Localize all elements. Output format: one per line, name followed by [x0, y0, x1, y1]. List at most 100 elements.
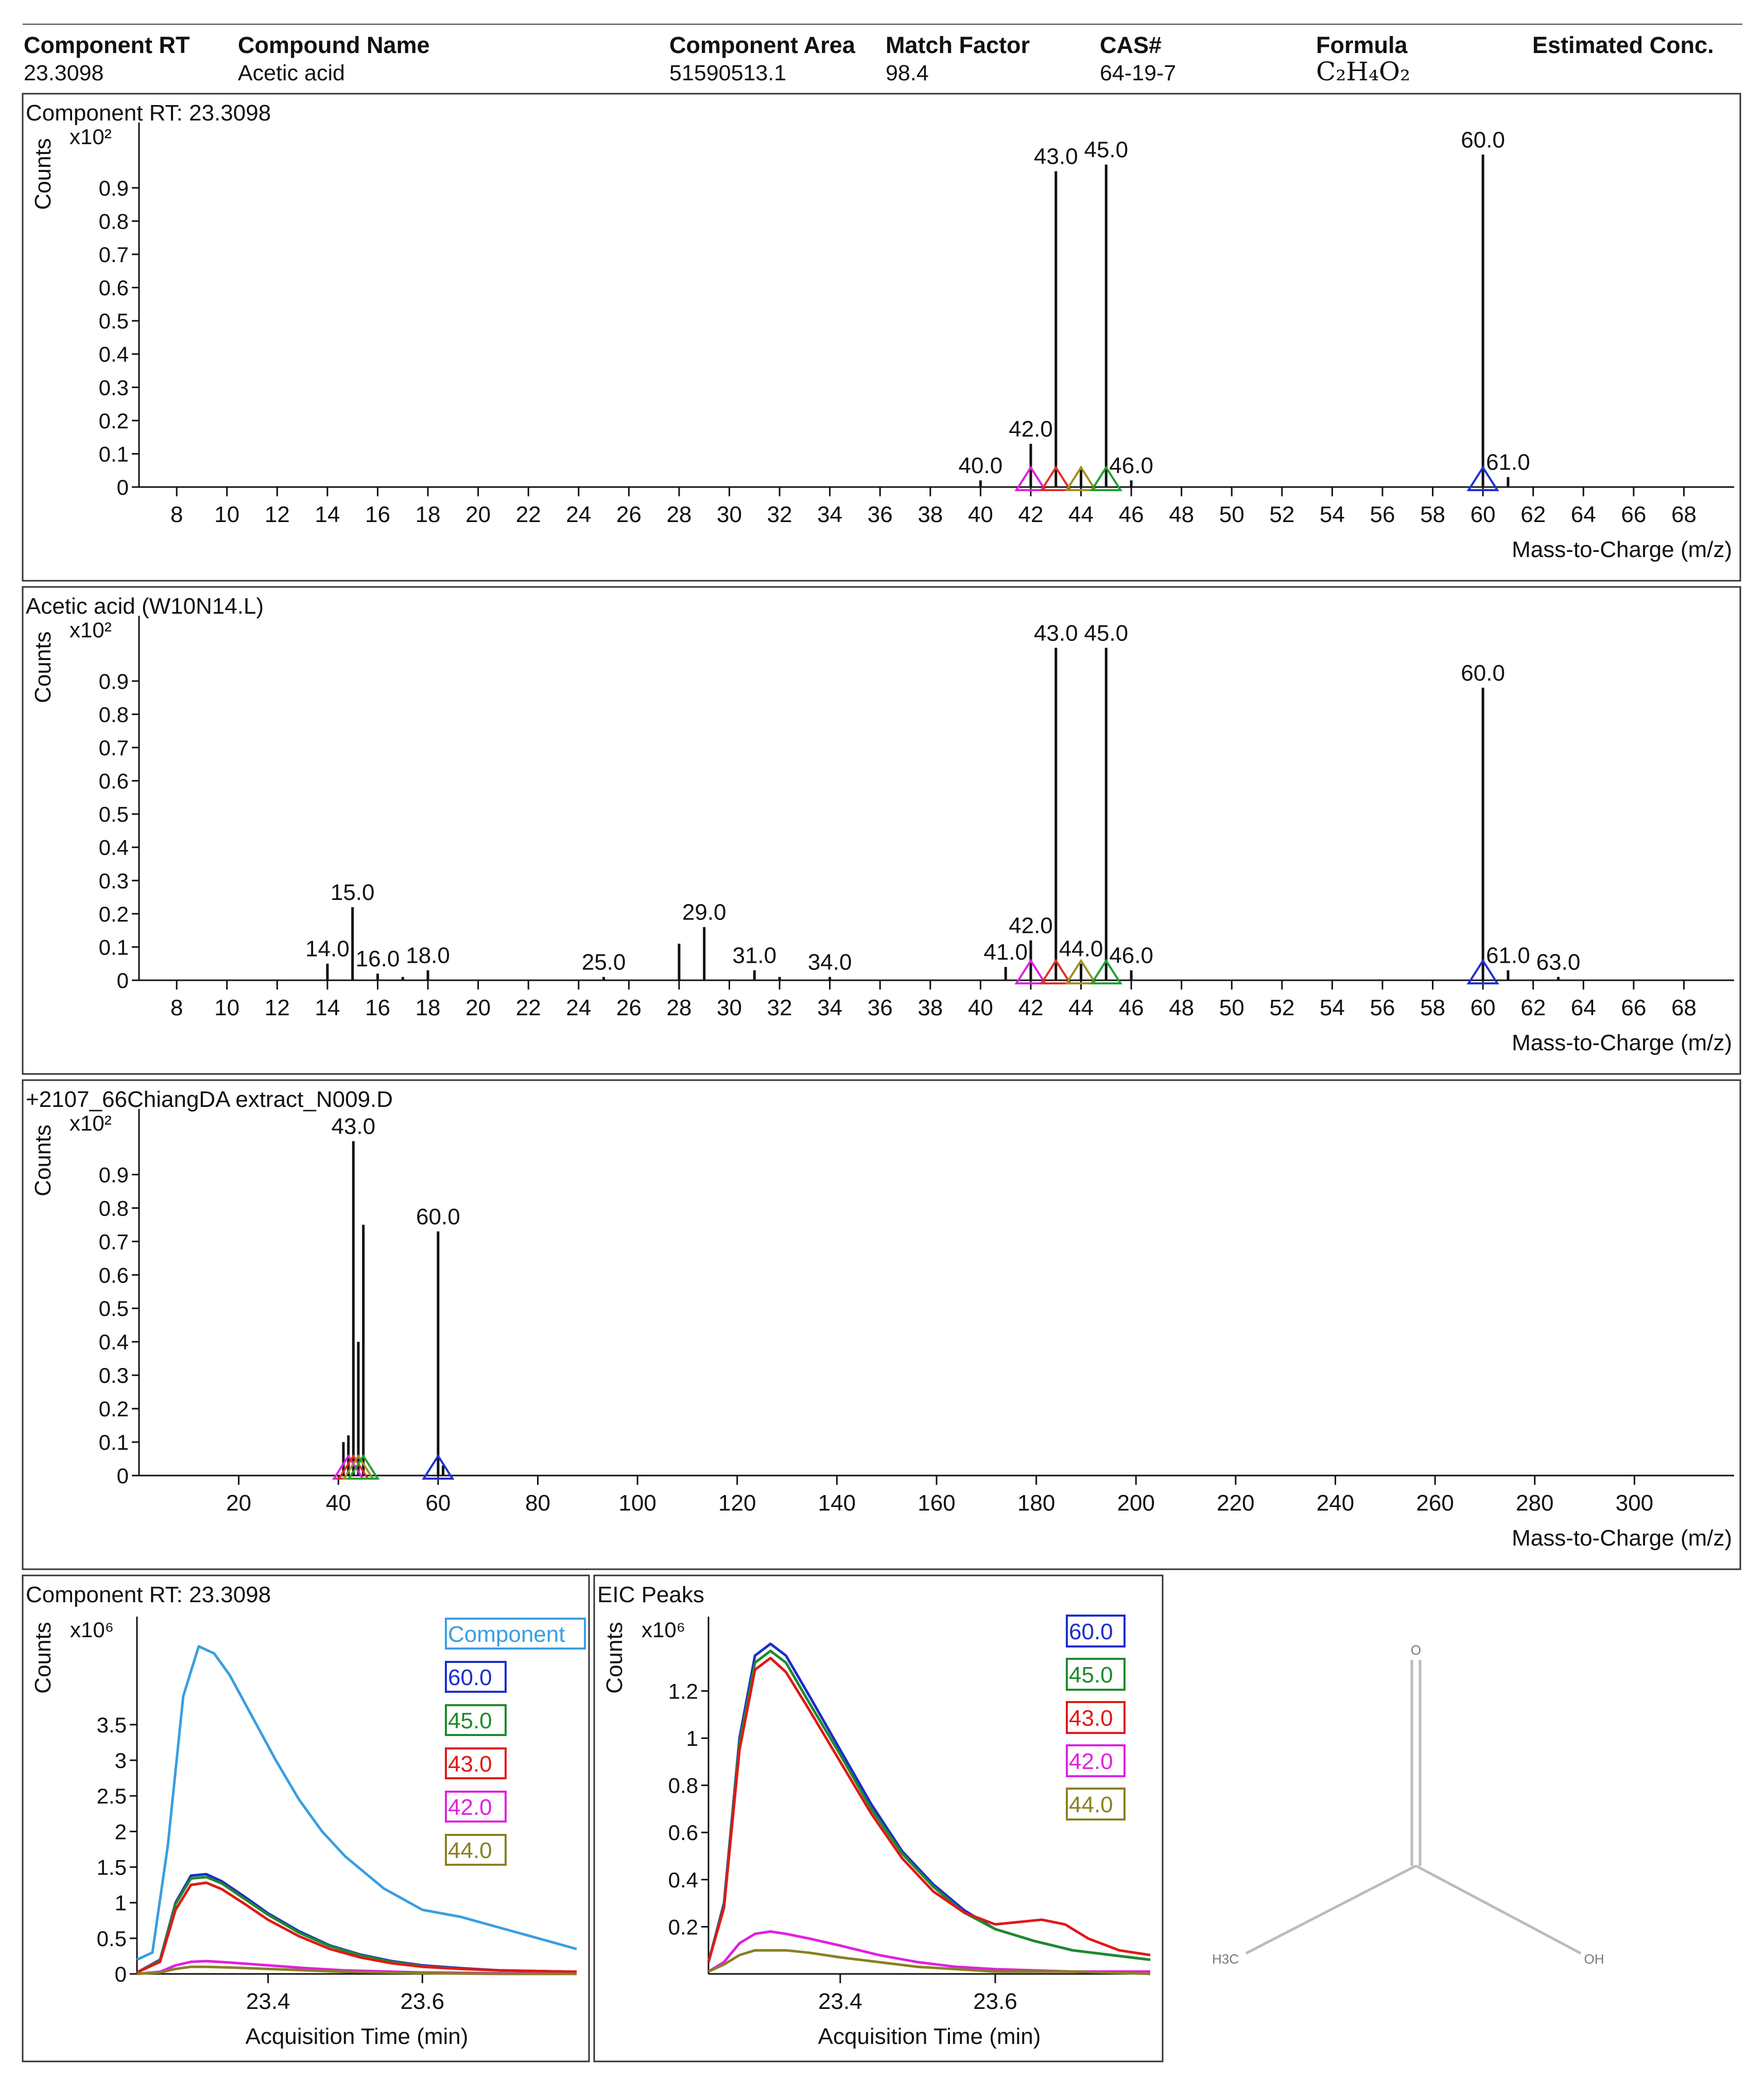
- header-label-component-rt: Component RT: [24, 32, 190, 58]
- y-tick-label: 0.7: [99, 242, 129, 267]
- y-tick-label: 0.4: [99, 342, 129, 367]
- peak-label: 46.0: [1109, 943, 1153, 968]
- header-top-rule: [23, 24, 1742, 25]
- x-tick-label: 50: [1219, 502, 1244, 527]
- x-tick-label: 54: [1320, 502, 1345, 527]
- x-tick-label: 60: [425, 1490, 451, 1516]
- y-tick-label: 0.3: [99, 869, 129, 893]
- x-tick-label: 16: [365, 502, 390, 527]
- peak-label: 34.0: [808, 950, 852, 975]
- x-tick-label: 10: [214, 502, 239, 527]
- peak-label: 63.0: [1536, 950, 1581, 975]
- x-tick-label: 52: [1269, 995, 1294, 1020]
- y-tick-label: 0.2: [99, 1397, 129, 1421]
- x-tick-label: 300: [1616, 1490, 1653, 1516]
- peak-label: 42.0: [1009, 913, 1053, 939]
- y-scale-label: x10⁶: [642, 1618, 685, 1642]
- y-tick-label: 3.5: [97, 1713, 127, 1737]
- peak-label: 45.0: [1084, 620, 1128, 646]
- sample-spectrum-panel: +2107_66ChiangDA extract_N009.D Counts x10…: [22, 1079, 1741, 1570]
- x-tick-label: 23.6: [973, 1989, 1017, 2014]
- peak-label: 16.0: [356, 946, 400, 972]
- x-tick-label: 28: [666, 995, 691, 1020]
- x-tick-label: 180: [1017, 1490, 1055, 1516]
- x-tick-label: 23.6: [401, 1989, 445, 2014]
- x-tick-label: 23.4: [246, 1989, 290, 2014]
- peak-label: 31.0: [732, 943, 776, 968]
- y-tick-label: 0.6: [668, 1820, 698, 1845]
- y-tick-label: 0.4: [99, 1330, 129, 1354]
- panel-title: Acetic acid (W10N14.L): [26, 594, 264, 619]
- peak-label: 14.0: [305, 937, 350, 962]
- y-tick-label: 0.5: [99, 1296, 129, 1321]
- legend-box: [1066, 1701, 1126, 1734]
- ion-marker-triangle: [1014, 465, 1047, 491]
- y-tick-label: 0.2: [99, 902, 129, 926]
- legend-label: 42.0: [1069, 1749, 1113, 1774]
- y-tick-label: 0.9: [99, 176, 129, 200]
- peak-label: 25.0: [582, 950, 626, 975]
- x-tick-label: 66: [1621, 995, 1646, 1020]
- x-tick-label: 48: [1169, 502, 1194, 527]
- header-value-formula: C₂H₄O₂: [1316, 57, 1410, 86]
- y-tick-label: 0.8: [99, 1196, 129, 1220]
- header-label-cas: CAS#: [1100, 32, 1162, 58]
- x-tick-label: 20: [465, 995, 491, 1020]
- ion-marker-triangle: [422, 1454, 455, 1480]
- header-value-compound-name: Acetic acid: [238, 61, 345, 85]
- x-tick-label: 140: [818, 1490, 856, 1516]
- peak-label: 45.0: [1084, 137, 1128, 163]
- y-tick-label: 0.8: [668, 1774, 698, 1798]
- peak-label: 18.0: [406, 943, 450, 968]
- y-tick-label: 0.7: [99, 1229, 129, 1254]
- legend-label: 45.0: [448, 1708, 492, 1733]
- y-tick-label: 0: [117, 968, 129, 993]
- chrom-title: Component RT: 23.3098: [26, 1582, 271, 1607]
- series-line: [707, 1650, 1151, 1963]
- peak-label: 43.0: [1034, 144, 1078, 169]
- x-tick-label: 100: [618, 1490, 656, 1516]
- y-tick-label: 0.2: [99, 409, 129, 433]
- peak-label: 60.0: [1461, 661, 1505, 686]
- x-tick-label: 30: [717, 995, 742, 1020]
- ion-marker-triangle: [1064, 465, 1098, 491]
- x-tick-label: 32: [767, 502, 792, 527]
- x-tick-label: 44: [1068, 502, 1094, 527]
- x-tick-label: 14: [315, 502, 340, 527]
- x-tick-label: 220: [1217, 1490, 1254, 1516]
- y-tick-label: 1: [115, 1891, 127, 1915]
- legend-box: [445, 1747, 507, 1779]
- y-tick-label: 0.9: [99, 669, 129, 693]
- header-label-compound-name: Compound Name: [238, 32, 430, 58]
- x-tick-label: 56: [1370, 502, 1395, 527]
- panel-frame: [22, 586, 1741, 1075]
- y-tick-label: 1.5: [97, 1855, 127, 1880]
- legend-box: [1066, 1658, 1126, 1691]
- y-tick-label: 0.7: [99, 736, 129, 760]
- x-tick-label: 24: [566, 995, 591, 1020]
- legend-box: [1066, 1788, 1126, 1820]
- peak-label: 41.0: [983, 940, 1028, 965]
- y-tick-label: 0.5: [99, 802, 129, 826]
- x-tick-label: 18: [416, 502, 441, 527]
- result-header: Component RT 23.3098 Compound Name Aceti…: [0, 0, 1764, 91]
- series-line: [136, 1965, 577, 1975]
- y-scale-label: x10⁶: [70, 1618, 114, 1642]
- x-tick-label: 80: [525, 1490, 550, 1516]
- legend-label: 45.0: [1069, 1662, 1113, 1688]
- series-line: [136, 1645, 577, 1961]
- x-tick-label: 68: [1671, 502, 1697, 527]
- peak-label: 46.0: [1109, 453, 1153, 478]
- ion-marker-triangle: [1040, 465, 1073, 491]
- ion-marker-triangle: [1466, 959, 1499, 984]
- header-value-component-rt: 23.3098: [24, 61, 104, 85]
- x-tick-label: 46: [1119, 995, 1144, 1020]
- y-tick-label: 2.5: [97, 1784, 127, 1808]
- y-tick-label: 1.2: [668, 1679, 698, 1703]
- x-tick-label: 40: [968, 502, 993, 527]
- x-tick-label: 26: [616, 502, 642, 527]
- x-tick-label: 62: [1520, 995, 1546, 1020]
- y-tick-label: 0.1: [99, 442, 129, 466]
- x-tick-label: 42: [1018, 502, 1043, 527]
- y-axis-label: Counts: [30, 138, 56, 210]
